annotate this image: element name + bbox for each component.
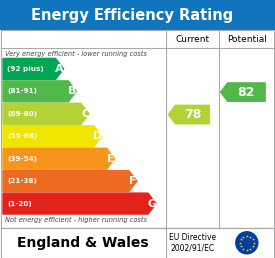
Polygon shape xyxy=(221,83,265,101)
Text: EU Directive
2002/91/EC: EU Directive 2002/91/EC xyxy=(169,233,216,253)
Bar xyxy=(1,228,274,258)
Text: Energy Efficiency Rating: Energy Efficiency Rating xyxy=(31,8,233,23)
Text: (21-38): (21-38) xyxy=(7,178,37,184)
Text: Current: Current xyxy=(175,35,210,44)
Text: (55-68): (55-68) xyxy=(7,133,37,139)
Polygon shape xyxy=(3,148,115,169)
Text: Potential: Potential xyxy=(227,35,267,44)
Bar xyxy=(0,0,275,30)
Polygon shape xyxy=(3,103,89,124)
Polygon shape xyxy=(3,193,156,214)
Polygon shape xyxy=(3,81,76,102)
Text: D: D xyxy=(93,131,102,141)
Text: Not energy efficient - higher running costs: Not energy efficient - higher running co… xyxy=(5,216,147,223)
Circle shape xyxy=(236,232,258,254)
Text: 78: 78 xyxy=(184,108,201,121)
Polygon shape xyxy=(3,126,102,147)
Text: Very energy efficient - lower running costs: Very energy efficient - lower running co… xyxy=(5,51,147,58)
Text: F: F xyxy=(129,176,137,186)
Text: B: B xyxy=(68,86,76,96)
Text: 82: 82 xyxy=(238,86,255,99)
Text: A: A xyxy=(55,64,64,74)
Text: C: C xyxy=(81,109,89,119)
Text: (1-20): (1-20) xyxy=(7,200,32,207)
Text: (92 plus): (92 plus) xyxy=(7,66,44,72)
Text: England & Wales: England & Wales xyxy=(17,236,149,250)
Bar xyxy=(1,30,274,228)
Text: E: E xyxy=(107,154,114,164)
Text: (39-54): (39-54) xyxy=(7,156,37,162)
Polygon shape xyxy=(168,105,209,124)
Polygon shape xyxy=(3,171,137,192)
Polygon shape xyxy=(3,59,64,79)
Text: (81-91): (81-91) xyxy=(7,88,37,94)
Text: G: G xyxy=(147,199,156,208)
Text: (69-80): (69-80) xyxy=(7,111,37,117)
